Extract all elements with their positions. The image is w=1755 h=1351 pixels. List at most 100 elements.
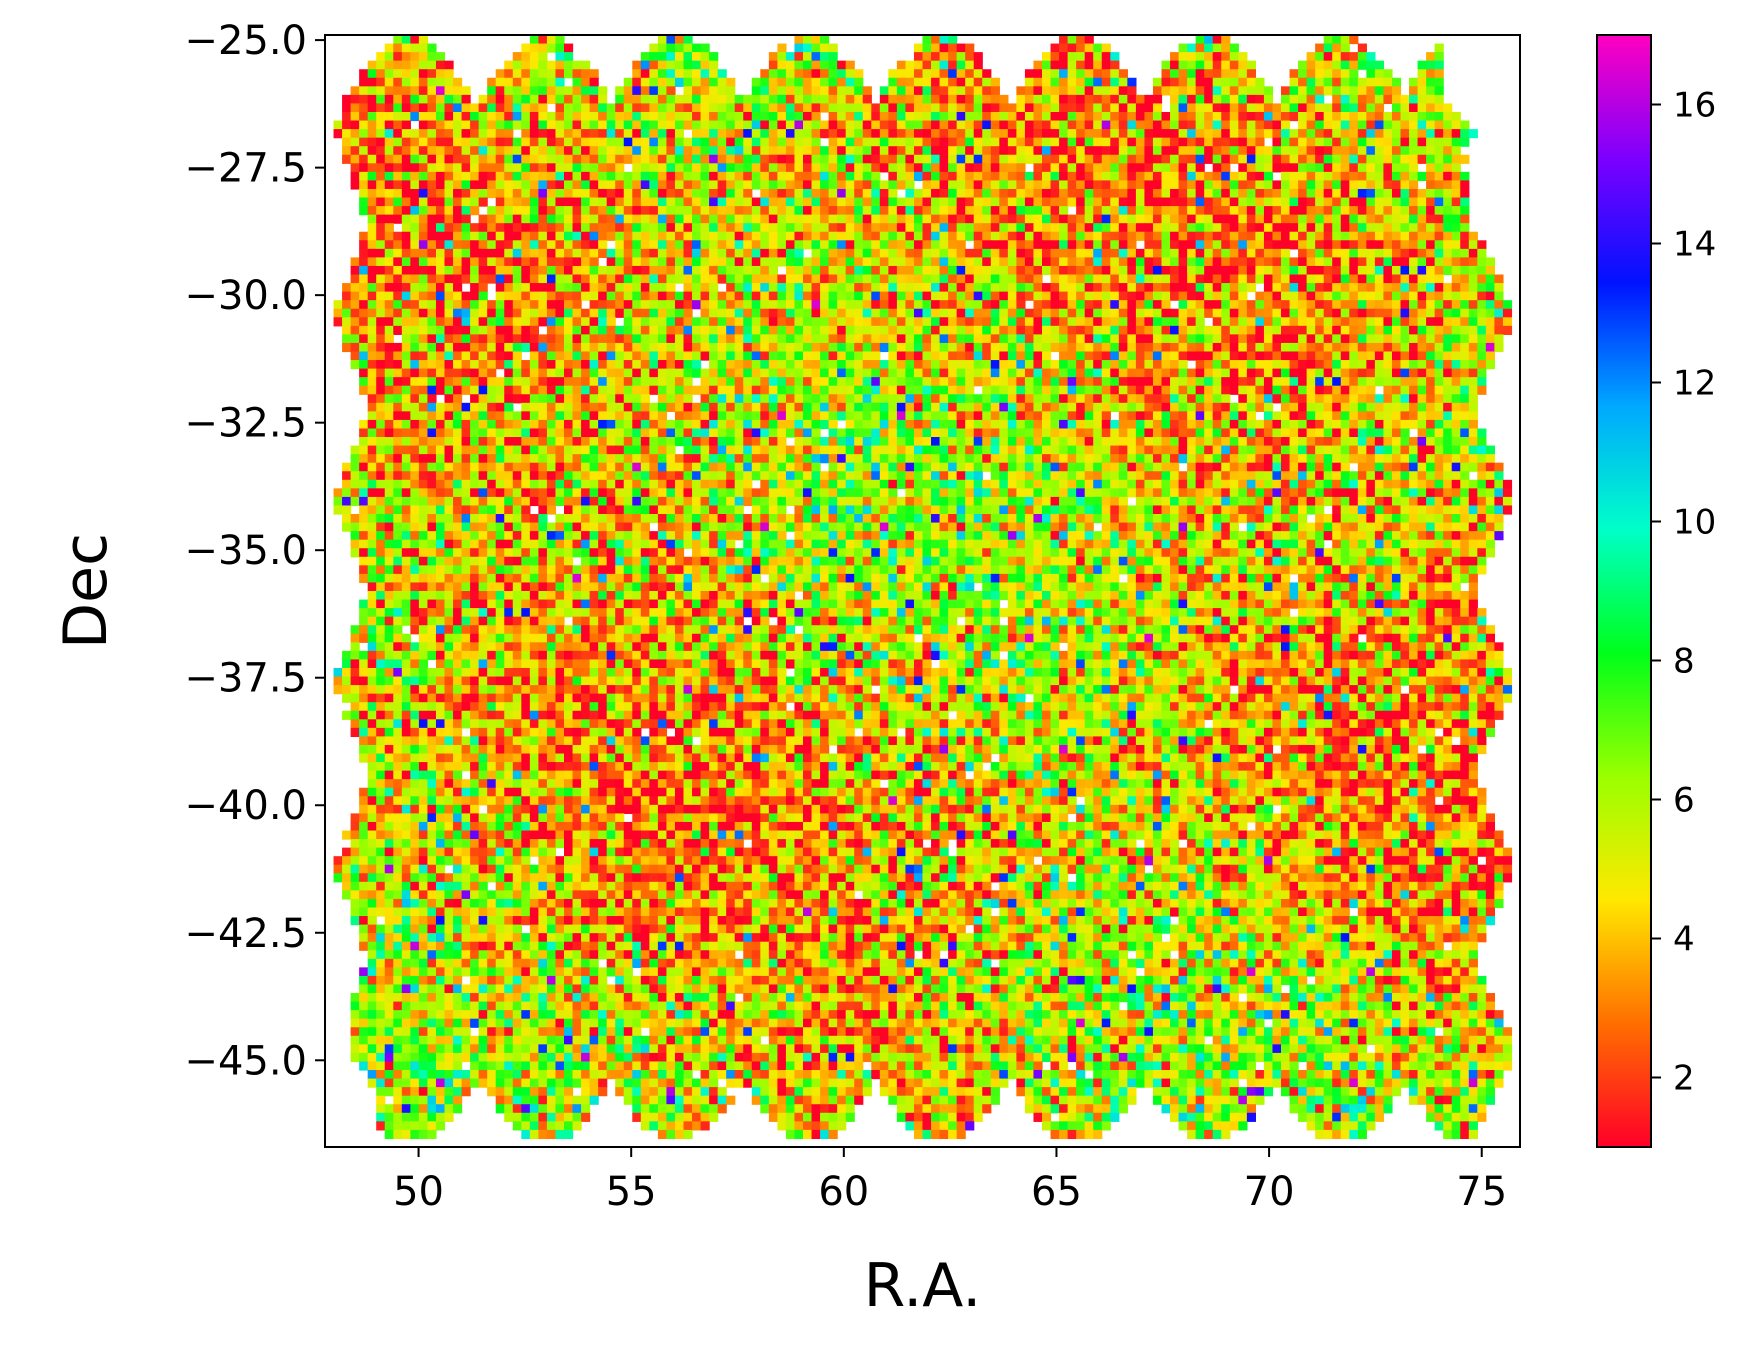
heatmap-cell xyxy=(1426,377,1435,386)
heatmap-cell xyxy=(555,112,564,121)
heatmap-cell xyxy=(1358,266,1367,275)
heatmap-cell xyxy=(931,180,940,189)
heatmap-cell xyxy=(786,198,795,207)
heatmap-cell xyxy=(1375,232,1384,241)
heatmap-cell xyxy=(632,334,641,343)
heatmap-cell xyxy=(905,232,914,241)
heatmap-cell xyxy=(914,138,923,147)
heatmap-cell xyxy=(351,283,360,292)
heatmap-cell xyxy=(547,343,556,352)
heatmap-cell xyxy=(573,69,582,78)
heatmap-cell xyxy=(974,326,983,335)
heatmap-cell xyxy=(752,86,761,95)
heatmap-cell xyxy=(1264,121,1273,130)
heatmap-cell xyxy=(1008,292,1017,301)
heatmap-cell xyxy=(982,317,991,326)
heatmap-cell xyxy=(487,129,496,138)
heatmap-cell xyxy=(1042,360,1051,369)
heatmap-cell xyxy=(1264,377,1273,386)
heatmap-cell xyxy=(368,351,377,360)
heatmap-cell xyxy=(1119,215,1128,224)
heatmap-cell xyxy=(1093,69,1102,78)
heatmap-cell xyxy=(684,360,693,369)
heatmap-cell xyxy=(479,223,488,232)
heatmap-cell xyxy=(632,172,641,181)
heatmap-cell xyxy=(564,275,573,284)
heatmap-cell xyxy=(794,240,803,249)
heatmap-cell xyxy=(1162,121,1171,130)
heatmap-cell xyxy=(1366,257,1375,266)
heatmap-cell xyxy=(513,240,522,249)
heatmap-cell xyxy=(573,257,582,266)
heatmap-cell xyxy=(1392,369,1401,378)
heatmap-cell xyxy=(888,138,897,147)
heatmap-cell xyxy=(1196,334,1205,343)
heatmap-cell xyxy=(436,180,445,189)
heatmap-cell xyxy=(1272,198,1281,207)
heatmap-cell xyxy=(743,317,752,326)
heatmap-cell xyxy=(598,95,607,104)
heatmap-cell xyxy=(1153,309,1162,318)
heatmap-cell xyxy=(957,249,966,258)
heatmap-cell xyxy=(1349,351,1358,360)
heatmap-cell xyxy=(1264,240,1273,249)
heatmap-cell xyxy=(999,206,1008,215)
heatmap-cell xyxy=(1170,52,1179,61)
heatmap-cell xyxy=(453,334,462,343)
heatmap-cell xyxy=(1375,138,1384,147)
heatmap-cell xyxy=(419,292,428,301)
heatmap-cell xyxy=(1025,266,1034,275)
heatmap-cell xyxy=(1272,163,1281,172)
heatmap-cell xyxy=(487,138,496,147)
heatmap-cell xyxy=(684,334,693,343)
heatmap-cell xyxy=(504,129,513,138)
heatmap-cell xyxy=(1383,377,1392,386)
heatmap-cell xyxy=(427,198,436,207)
heatmap-cell xyxy=(1127,146,1136,155)
heatmap-cell xyxy=(914,360,923,369)
heatmap-cell xyxy=(1187,180,1196,189)
heatmap-cell xyxy=(1230,351,1239,360)
heatmap-cell xyxy=(1221,351,1230,360)
heatmap-cell xyxy=(581,309,590,318)
heatmap-cell xyxy=(1281,240,1290,249)
heatmap-cell xyxy=(427,61,436,70)
heatmap-cell xyxy=(1426,198,1435,207)
heatmap-cell xyxy=(931,300,940,309)
heatmap-cell xyxy=(462,309,471,318)
heatmap-cell xyxy=(410,44,419,53)
heatmap-cell xyxy=(530,138,539,147)
heatmap-cell xyxy=(897,360,906,369)
heatmap-cell xyxy=(402,44,411,53)
heatmap-cell xyxy=(1358,309,1367,318)
heatmap-cell xyxy=(1477,360,1486,369)
heatmap-cell xyxy=(1179,326,1188,335)
heatmap-cell xyxy=(513,69,522,78)
heatmap-cell xyxy=(1341,215,1350,224)
heatmap-cell xyxy=(786,283,795,292)
heatmap-cell xyxy=(1469,360,1478,369)
heatmap-cell xyxy=(590,275,599,284)
heatmap-cell xyxy=(1272,155,1281,164)
heatmap-cell xyxy=(1051,369,1060,378)
heatmap-cell xyxy=(462,266,471,275)
heatmap-cell xyxy=(1332,334,1341,343)
heatmap-cell xyxy=(863,334,872,343)
heatmap-cell xyxy=(1196,112,1205,121)
heatmap-cell xyxy=(1315,155,1324,164)
heatmap-cell xyxy=(530,334,539,343)
heatmap-cell xyxy=(1272,232,1281,241)
heatmap-cell xyxy=(1153,351,1162,360)
heatmap-cell xyxy=(530,275,539,284)
heatmap-cell xyxy=(905,275,914,284)
heatmap-cell xyxy=(649,112,658,121)
heatmap-cell xyxy=(453,326,462,335)
heatmap-cell xyxy=(940,334,949,343)
heatmap-cell xyxy=(1358,292,1367,301)
heatmap-cell xyxy=(854,266,863,275)
heatmap-cell xyxy=(1298,129,1307,138)
heatmap-cell xyxy=(948,283,957,292)
heatmap-cell xyxy=(1315,360,1324,369)
heatmap-cell xyxy=(641,61,650,70)
heatmap-cell xyxy=(1418,257,1427,266)
